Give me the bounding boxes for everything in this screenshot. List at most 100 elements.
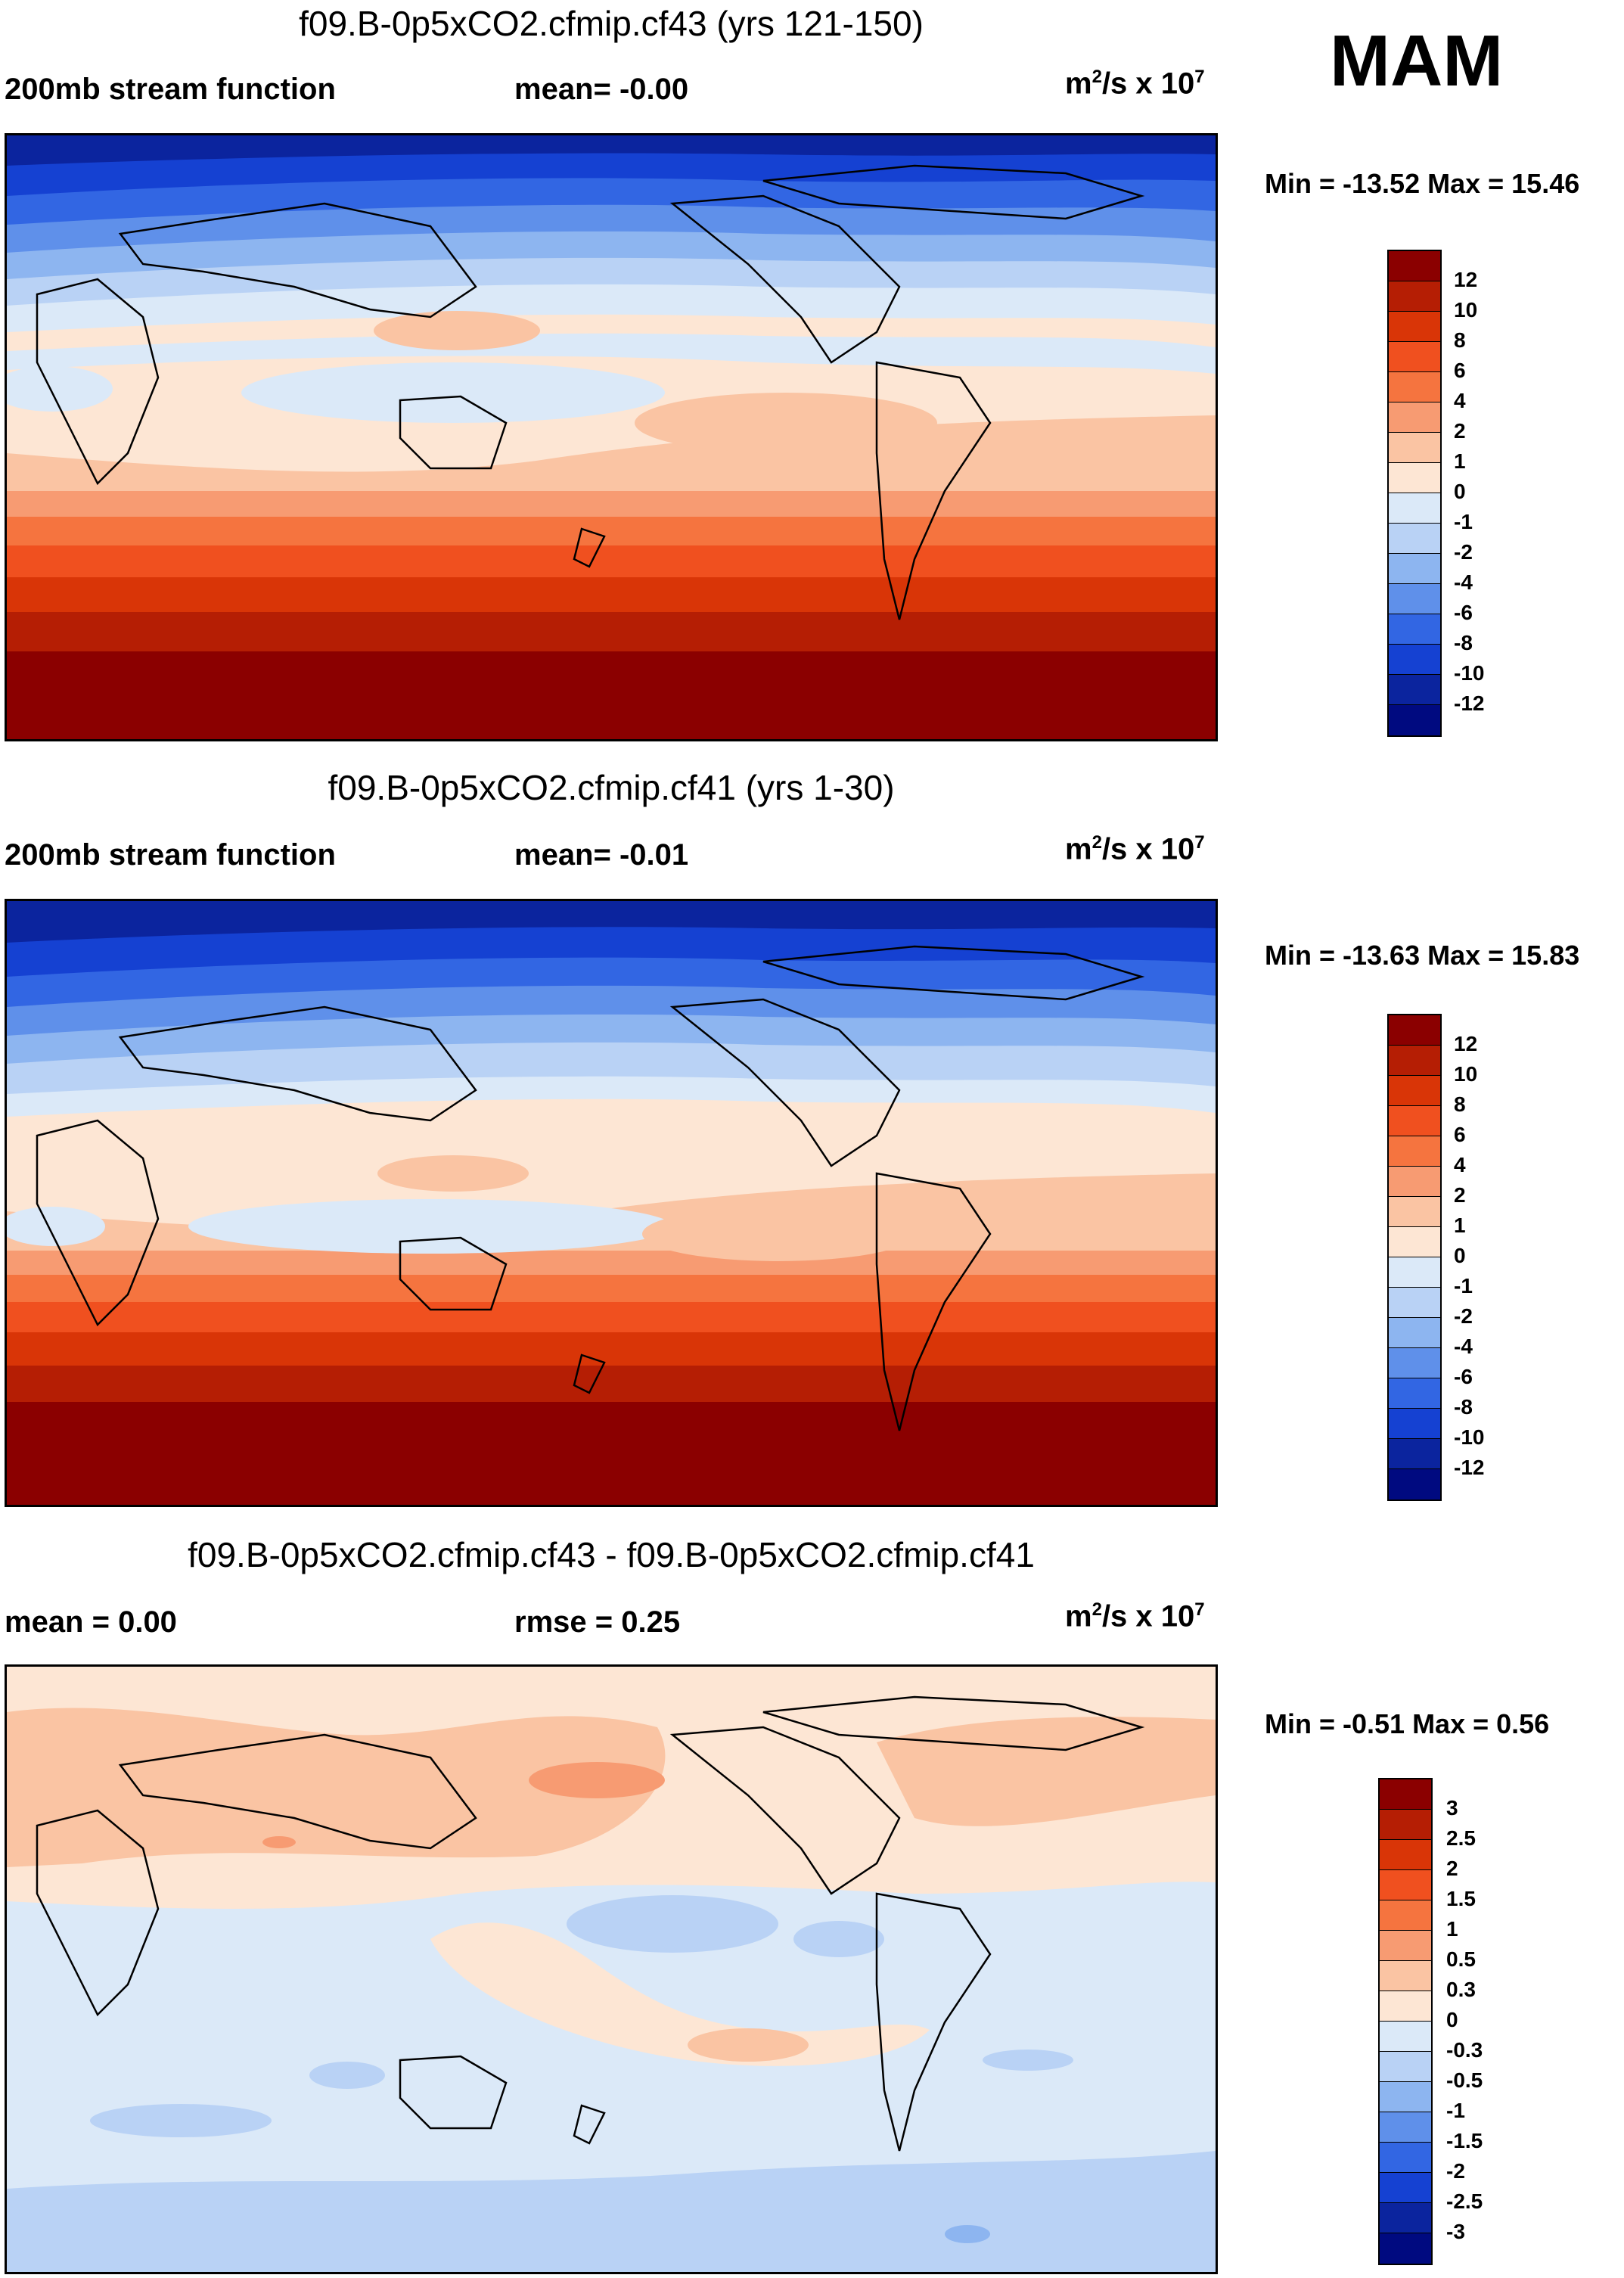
colorbar-swatch <box>1389 1015 1440 1046</box>
colorbar-tick: -8 <box>1454 1395 1473 1419</box>
colorbar-swatch <box>1380 2173 1431 2203</box>
colorbar-tick: 0 <box>1454 1244 1466 1267</box>
panel-3-map <box>5 1664 1218 2274</box>
colorbar-tick: 4 <box>1454 389 1466 412</box>
colorbar-tick: -1 <box>1454 510 1473 533</box>
colorbar-tick: 2 <box>1454 419 1466 443</box>
panel-3-title: f09.B-0p5xCO2.cfmip.cf43 - f09.B-0p5xCO2… <box>188 1535 1035 1574</box>
panel-3-units: m2/s x 107 <box>1065 1599 1205 1633</box>
colorbar-swatch <box>1389 1046 1440 1076</box>
panel-2-map <box>5 899 1218 1507</box>
panel-3-rmse-label: rmse = 0.25 <box>514 1605 681 1639</box>
colorbar-tick: 8 <box>1454 328 1466 352</box>
colorbar-swatch <box>1389 251 1440 281</box>
colorbar-swatch <box>1380 1840 1431 1870</box>
colorbar-swatch <box>1380 1810 1431 1840</box>
colorbar-tick: 10 <box>1454 298 1478 322</box>
colorbar-swatch <box>1380 1870 1431 1900</box>
colorbar-tick: 1 <box>1454 1214 1466 1237</box>
colorbar-tick: -10 <box>1454 661 1485 685</box>
colorbar-swatch <box>1380 1961 1431 1991</box>
colorbar-swatch <box>1389 463 1440 493</box>
colorbar-tick: 2.5 <box>1446 1826 1476 1850</box>
colorbar-tick: -3 <box>1446 2220 1465 2243</box>
colorbar-swatch <box>1389 1076 1440 1106</box>
colorbar-tick: -1 <box>1454 1274 1473 1297</box>
panel-2-title: f09.B-0p5xCO2.cfmip.cf41 (yrs 1-30) <box>328 768 895 807</box>
colorbar-tick: 3 <box>1446 1796 1458 1820</box>
colorbar-swatch <box>1380 2082 1431 2112</box>
colorbar-tick: -8 <box>1454 631 1473 654</box>
colorbar-swatch <box>1380 1900 1431 1931</box>
colorbar-tick: -4 <box>1454 1335 1473 1358</box>
panel-1-units: m2/s x 107 <box>1065 67 1205 101</box>
colorbar-swatch <box>1380 2233 1431 2264</box>
colorbar-swatch <box>1380 2052 1431 2082</box>
colorbar-tick: 2 <box>1454 1183 1466 1207</box>
colorbar-tick: 0.3 <box>1446 1978 1476 2001</box>
colorbar-swatch <box>1389 1257 1440 1288</box>
colorbar-tick: -0.3 <box>1446 2038 1483 2062</box>
colorbar-tick: -0.5 <box>1446 2068 1483 2092</box>
panel-1-map <box>5 133 1218 741</box>
colorbar-swatch <box>1389 1136 1440 1167</box>
colorbar-tick: -1.5 <box>1446 2129 1483 2152</box>
colorbar-swatch <box>1389 645 1440 675</box>
colorbar-swatch <box>1389 1167 1440 1197</box>
colorbar-tick: 0 <box>1454 480 1466 503</box>
colorbar-tick: 4 <box>1454 1153 1466 1176</box>
colorbar-tick: 0 <box>1446 2008 1458 2031</box>
colorbar-tick: 12 <box>1454 268 1478 291</box>
colorbar-tick: 6 <box>1454 1123 1466 1146</box>
colorbar-swatch <box>1389 524 1440 554</box>
colorbar-tick: 1 <box>1446 1917 1458 1941</box>
colorbar-tick: -1 <box>1446 2099 1465 2122</box>
colorbar-swatch <box>1380 2112 1431 2143</box>
colorbar-swatch <box>1380 1779 1431 1810</box>
colorbar-tick: -2 <box>1454 540 1473 564</box>
colorbar-tick: 1.5 <box>1446 1887 1476 1910</box>
colorbar-tick: 2 <box>1446 1857 1458 1880</box>
colorbar-swatch <box>1389 584 1440 614</box>
colorbar-tick: -12 <box>1454 1456 1485 1479</box>
colorbar-swatch <box>1389 614 1440 645</box>
colorbar-swatch <box>1389 1288 1440 1318</box>
colorbar-swatch <box>1389 1227 1440 1257</box>
colorbar-swatch <box>1380 1931 1431 1961</box>
colorbar-swatch <box>1380 2143 1431 2173</box>
colorbar-swatch <box>1389 1318 1440 1348</box>
colorbar-tick: -12 <box>1454 691 1485 715</box>
panel-1-colorbar <box>1387 250 1442 737</box>
panel-3-field <box>7 1667 1216 2272</box>
colorbar-swatch <box>1389 372 1440 402</box>
colorbar-swatch <box>1389 1409 1440 1439</box>
colorbar-swatch <box>1380 2203 1431 2233</box>
colorbar-swatch <box>1389 1469 1440 1500</box>
colorbar-swatch <box>1389 433 1440 463</box>
colorbar-swatch <box>1389 312 1440 342</box>
colorbar-swatch <box>1389 1197 1440 1227</box>
panel-2-colorbar <box>1387 1014 1442 1501</box>
panel-3-colorbar <box>1378 1778 1433 2265</box>
colorbar-swatch <box>1389 281 1440 312</box>
colorbar-tick: -6 <box>1454 1365 1473 1388</box>
panel-1-title: f09.B-0p5xCO2.cfmip.cf43 (yrs 121-150) <box>299 4 924 43</box>
panel-2-variable-label: 200mb stream function <box>5 838 336 872</box>
colorbar-tick: 0.5 <box>1446 1947 1476 1971</box>
panel-3-mean-label: mean = 0.00 <box>5 1605 177 1639</box>
panel-1-field <box>7 135 1216 739</box>
colorbar-swatch <box>1389 1378 1440 1409</box>
colorbar-tick: 8 <box>1454 1092 1466 1116</box>
colorbar-tick: 6 <box>1454 359 1466 382</box>
colorbar-swatch <box>1380 1991 1431 2022</box>
panel-2-units: m2/s x 107 <box>1065 832 1205 866</box>
colorbar-swatch <box>1389 554 1440 584</box>
panel-3-minmax: Min = -0.51 Max = 0.56 <box>1265 1708 1550 1739</box>
colorbar-tick: -10 <box>1454 1425 1485 1449</box>
colorbar-swatch <box>1389 1439 1440 1469</box>
colorbar-swatch <box>1380 2022 1431 2052</box>
colorbar-tick: 10 <box>1454 1062 1478 1086</box>
colorbar-swatch <box>1389 493 1440 524</box>
panel-1-minmax: Min = -13.52 Max = 15.46 <box>1265 168 1580 199</box>
season-label: MAM <box>1330 20 1504 101</box>
